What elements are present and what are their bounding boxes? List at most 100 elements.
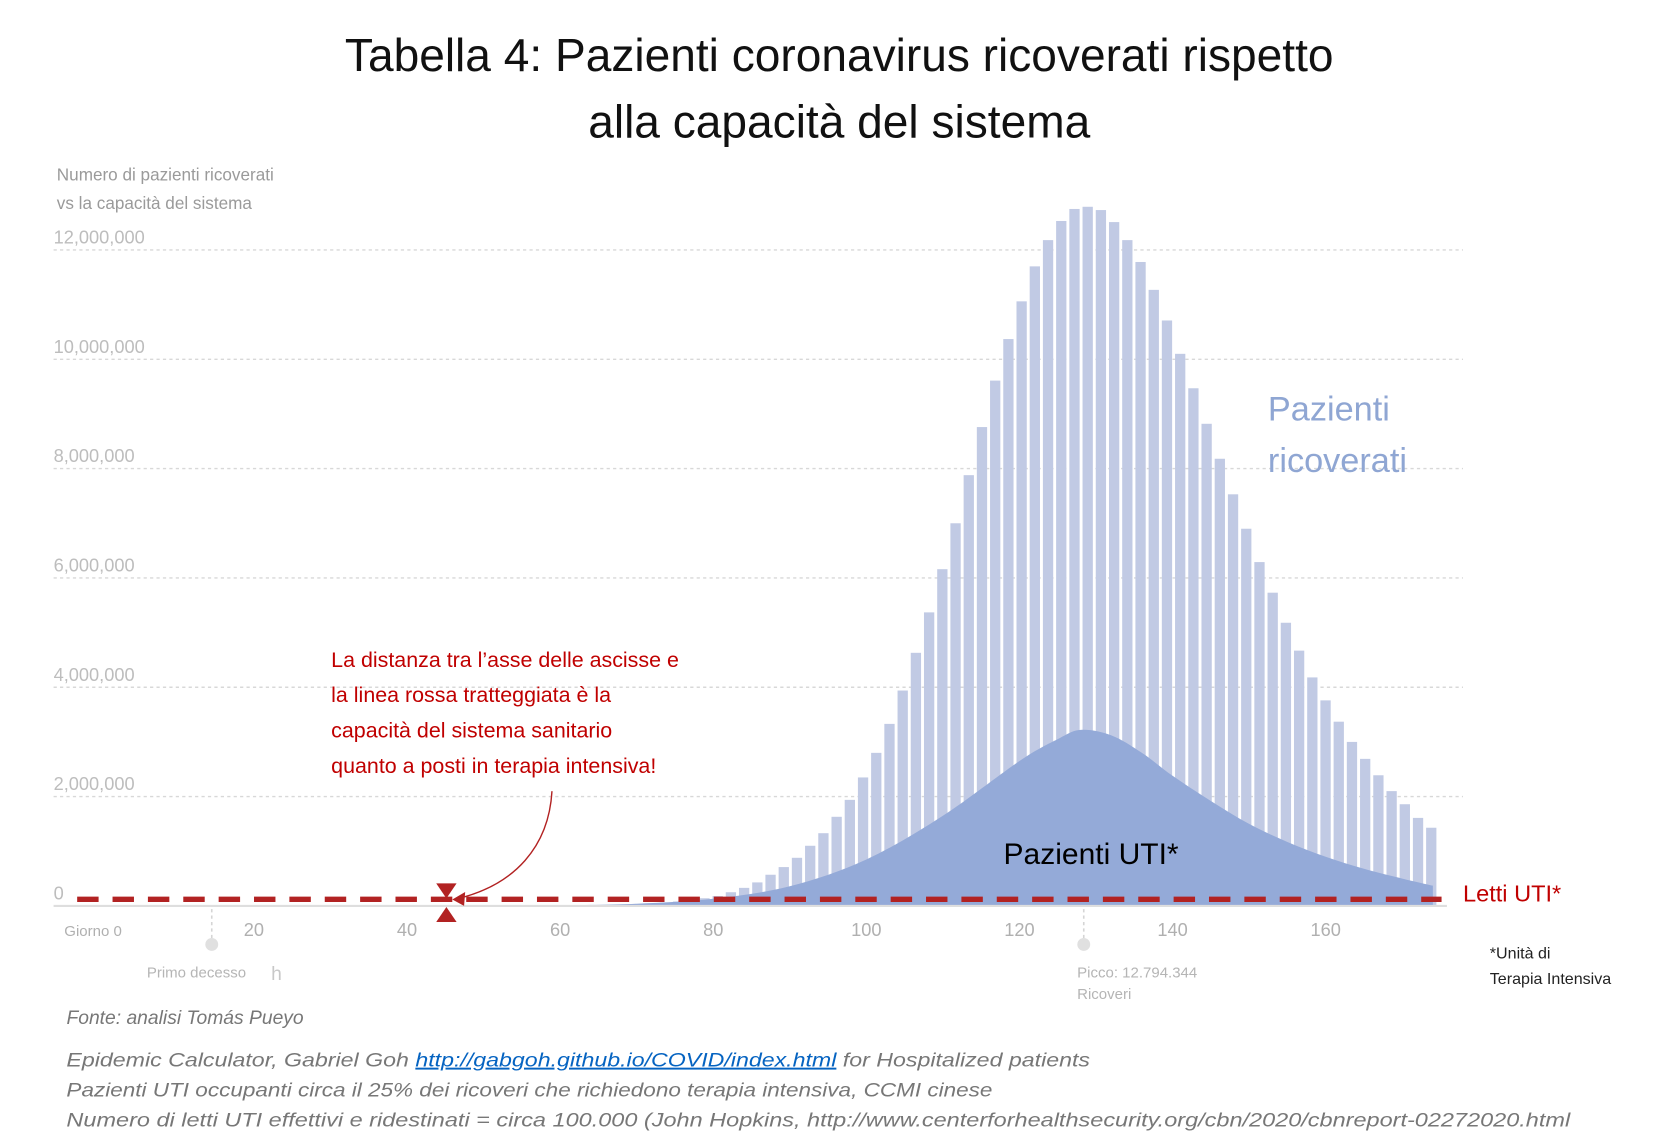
hospitalized-bar [1188, 388, 1199, 906]
y-axis-label-line2: vs la capacità del sistema [57, 193, 253, 213]
hospitalized-bar [1241, 528, 1252, 906]
x-tick-label: 40 [397, 920, 417, 940]
y-tick-label: 2,000,000 [54, 774, 135, 794]
hospitalized-bar [1016, 301, 1027, 906]
hospitalized-bar [976, 427, 988, 906]
hospitalized-bar [1082, 206, 1093, 906]
y-tick-label: 8,000,000 [54, 446, 135, 466]
annotation-line-1: La distanza tra l’asse delle ascisse e [331, 648, 679, 672]
hospitalized-bar [1214, 458, 1225, 906]
hospitalized-bar [937, 569, 948, 906]
x-tick-label: 80 [703, 920, 723, 940]
footnote-1-suffix: for Hospitalized patients [836, 1051, 1090, 1072]
hospitalized-bar [1122, 240, 1133, 906]
footnote-1-prefix: Epidemic Calculator, Gabriel Goh [66, 1051, 415, 1072]
y-tick-label: 6,000,000 [54, 556, 135, 576]
hospitalized-bar [1293, 650, 1305, 906]
hospitalized-bar [1003, 339, 1014, 906]
hospitalized-bar [805, 845, 816, 906]
x-tick-label: 140 [1157, 920, 1187, 940]
y-tick-label: 10,000,000 [54, 337, 145, 357]
y-tick-labels: 0 2,000,000 4,000,000 6,000,000 8,000,000 10,… [54, 228, 145, 904]
hospitalized-bars [567, 206, 1437, 906]
y-tick-label: 4,000,000 [54, 665, 135, 685]
gabgoh-link[interactable]: http://gabgoh.github.io/COVID/index.html [415, 1051, 837, 1072]
hospitalized-bar [1386, 791, 1397, 906]
y-tick-label: 0 [54, 883, 64, 903]
y-tick-label: 12,000,000 [54, 228, 145, 248]
hospitalized-bar [990, 380, 1001, 906]
hospitalized-bar [963, 475, 974, 906]
capacity-line-label: Letti UTI* [1463, 881, 1561, 907]
first-death-label: Primo decesso [147, 965, 246, 982]
annotation-line-2: la linea rossa tratteggiata è la [331, 683, 611, 707]
x-tick-label: 120 [1004, 920, 1034, 940]
hospitalized-bar [1373, 775, 1384, 906]
hospitalized-bar [1320, 700, 1331, 906]
hospitalized-series-label-line2: ricoverati [1268, 442, 1407, 480]
chart-title-line2: alla capacità del sistema [588, 95, 1090, 147]
hospitalized-bar [765, 874, 776, 906]
capacity-annotation: La distanza tra l’asse delle ascisse e l… [331, 648, 679, 922]
icu-series-label: Pazienti UTI* [1004, 838, 1179, 871]
hospitalized-bar [1426, 827, 1437, 906]
icu-footnote-line2: Terapia Intensiva [1490, 970, 1611, 988]
peak-marker: Picco: 12.794.344 Ricoveri [1077, 909, 1197, 1003]
hospitalized-bar [1056, 220, 1067, 906]
hospitalized-bar [844, 799, 855, 906]
hospitalized-bar [1254, 562, 1265, 906]
hospitalized-bar [1333, 721, 1344, 906]
annotation-arrow [458, 791, 553, 900]
x-tick-label: Giorno 0 [64, 923, 122, 940]
hospitalized-bar [871, 752, 882, 906]
chart-title-line1: Tabella 4: Pazienti coronavirus ricovera… [345, 29, 1334, 81]
source-credit: Fonte: analisi Tomás Pueyo [66, 1008, 303, 1029]
hospitalized-bar [1175, 353, 1186, 906]
hospitalized-bar [897, 690, 908, 906]
x-tick-label: 100 [851, 920, 881, 940]
hospitalized-bar [1280, 622, 1292, 906]
hospitalized-bar [818, 833, 829, 906]
icu-footnote-line1: *Unità di [1490, 944, 1551, 962]
annotation-line-3: capacità del sistema sanitario [331, 719, 612, 743]
up-triangle-icon [436, 906, 457, 922]
hospitalized-bar [1399, 804, 1410, 906]
gridlines [53, 249, 1463, 798]
hospitalized-bar [1148, 289, 1159, 906]
hospitalized-bar [1135, 261, 1146, 906]
hospitalized-bar [1227, 494, 1239, 906]
arrow-head-icon [452, 891, 466, 906]
x-tick-label: 60 [550, 920, 570, 940]
hospitalized-bar [857, 777, 869, 906]
down-triangle-icon [436, 883, 457, 899]
x-tick-label: 160 [1310, 920, 1340, 940]
hospitalized-bar [778, 867, 789, 906]
hospitalized-bar [1267, 592, 1278, 906]
hospitalized-bar [1161, 320, 1173, 906]
hospitalized-series-label-line1: Pazienti [1268, 390, 1390, 428]
hospitalized-bar [1029, 266, 1040, 906]
hospitalized-bar [1360, 758, 1371, 906]
peak-dot [1077, 938, 1091, 951]
peak-label-line1: Picco: 12.794.344 [1077, 965, 1197, 982]
footnote-line-2: Pazienti UTI occupanti circa il 25% dei … [66, 1081, 992, 1102]
peak-label-line2: Ricoveri [1077, 986, 1131, 1003]
hospitalized-bar [950, 523, 961, 906]
first-death-extra: h [271, 964, 282, 985]
footnote-line-1: Epidemic Calculator, Gabriel Goh http://… [66, 1051, 1090, 1072]
first-death-dot [205, 938, 219, 951]
footnote-line-3: Numero di letti UTI effettivi e ridestin… [66, 1111, 1571, 1132]
y-axis-label-line1: Numero di pazienti ricoverati [57, 164, 274, 184]
hospitalized-bar [1069, 208, 1080, 906]
first-death-marker: Primo decesso h [147, 909, 282, 985]
hospitalized-bar [1412, 817, 1424, 906]
hospitalized-bar [1095, 210, 1107, 906]
hospitalized-bar [1346, 741, 1358, 906]
hospitalized-bar [923, 612, 935, 906]
annotation-line-4: quanto a posti in terapia intensiva! [331, 754, 656, 778]
hospitalized-bar [1042, 240, 1054, 906]
hospitalized-bar [910, 652, 922, 906]
hospitalized-bar [1307, 677, 1318, 906]
hospitalized-bar [1108, 222, 1120, 906]
